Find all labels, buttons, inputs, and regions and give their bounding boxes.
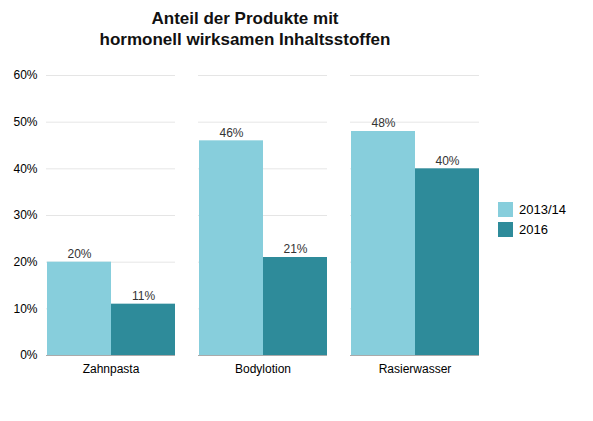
svg-text:0%: 0% xyxy=(20,348,38,362)
svg-text:20%: 20% xyxy=(67,247,91,261)
svg-text:30%: 30% xyxy=(13,208,37,222)
svg-text:50%: 50% xyxy=(13,115,37,129)
svg-text:40%: 40% xyxy=(13,161,37,175)
html-text:2016: 2016 xyxy=(519,222,548,237)
html-text:Anteil der Produkte mit hormon: Anteil der Produkte mit hormonell wirksa… xyxy=(99,9,391,50)
svg-text:60%: 60% xyxy=(13,68,37,82)
svg-text:11%: 11% xyxy=(132,289,155,303)
svg-text:48%: 48% xyxy=(371,116,395,130)
svg-text:Bodylotion: Bodylotion xyxy=(235,362,291,376)
svg-text:21%: 21% xyxy=(283,242,307,256)
svg-text:20%: 20% xyxy=(13,255,37,269)
svg-text:Zahnpasta: Zahnpasta xyxy=(83,362,140,376)
svg-text:Rasierwasser: Rasierwasser xyxy=(379,362,452,376)
html-text:2013/14: 2013/14 xyxy=(519,202,566,217)
svg-text:40%: 40% xyxy=(435,153,459,167)
svg-text:10%: 10% xyxy=(13,301,37,315)
svg-text:46%: 46% xyxy=(219,125,243,139)
